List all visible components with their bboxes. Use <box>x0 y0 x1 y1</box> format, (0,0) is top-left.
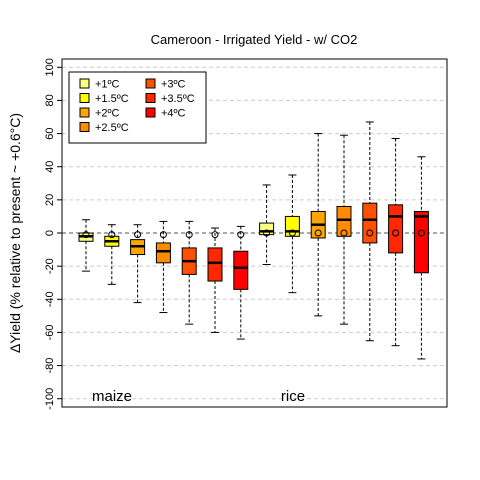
mean-marker <box>134 231 142 239</box>
legend-swatch <box>79 78 90 89</box>
legend: +1ºC +1.5ºC +2ºC +2.5ºC +3ºC +3.5ºC +4ºC <box>68 71 207 144</box>
box-body <box>336 205 352 237</box>
y-tick-label: 80 <box>44 94 56 106</box>
legend-label: +3ºC <box>161 79 186 91</box>
mean-marker <box>185 231 193 239</box>
box-body <box>207 247 223 282</box>
mean-marker <box>392 229 400 237</box>
box-rice-4 <box>336 134 352 325</box>
legend-swatch <box>79 122 90 132</box>
y-tick-label: -80 <box>44 358 56 374</box>
y-tick-label: -20 <box>44 258 56 274</box>
group-label-maize: maize <box>92 388 132 405</box>
mean-marker <box>340 229 348 237</box>
box-body <box>362 202 378 244</box>
y-tick-label: 20 <box>44 194 56 206</box>
y-tick-label: -40 <box>44 291 56 307</box>
legend-item: +3ºC <box>145 78 186 91</box>
legend-item: +1ºC <box>79 78 120 91</box>
legend-box <box>68 71 207 144</box>
legend-label: +4ºC <box>161 108 186 120</box>
y-axis: -100 -80 -60 -40 -20 0 20 40 60 80 100 <box>44 58 62 410</box>
legend-label: +2ºC <box>95 108 120 120</box>
box-body <box>155 242 171 264</box>
legend-swatch <box>145 107 156 118</box>
y-tick-label: -60 <box>44 324 56 340</box>
legend-swatch <box>145 78 156 89</box>
legend-item: +1.5ºC <box>79 93 129 105</box>
legend-item: +2.5ºC <box>79 122 129 134</box>
mean-marker <box>159 231 167 239</box>
y-tick-label: 60 <box>44 127 56 139</box>
mean-marker <box>211 231 219 239</box>
box-body <box>388 204 404 254</box>
legend-label: +1ºC <box>95 79 120 91</box>
legend-item: +3.5ºC <box>145 93 195 105</box>
legend-label: +2.5ºC <box>95 122 129 134</box>
mean-marker <box>288 229 296 237</box>
box-rice-5 <box>362 121 378 342</box>
box-rice-3 <box>310 133 326 317</box>
box-rice-6 <box>388 138 404 347</box>
boxes <box>78 121 429 360</box>
chart-title: Cameroon - Irrigated Yield - w/ CO2 <box>151 32 358 47</box>
box-maize-3 <box>130 224 146 304</box>
box-maize-2 <box>104 224 120 285</box>
box-body <box>413 210 429 274</box>
y-tick-label: 100 <box>44 58 56 76</box>
legend-swatch <box>79 93 90 103</box>
mean-marker <box>263 229 271 237</box>
legend-swatch <box>145 93 156 103</box>
y-tick-label: 40 <box>44 161 56 173</box>
box-body <box>233 250 249 290</box>
mean-marker <box>366 229 374 237</box>
y-tick-label: 0 <box>44 230 56 236</box>
mean-marker <box>82 231 90 239</box>
legend-label: +3.5ºC <box>161 93 195 105</box>
y-axis-label: ΔYield (% relative to present ~ +0.6°C) <box>7 113 23 353</box>
box-rice-7 <box>413 156 429 360</box>
box-maize-7 <box>233 225 249 340</box>
group-label-rice: rice <box>281 388 305 405</box>
box-body <box>284 215 300 237</box>
legend-item: +2ºC <box>79 107 120 120</box>
mean-marker <box>417 229 425 237</box>
legend-label: +1.5ºC <box>95 93 129 105</box>
legend-item: +4ºC <box>145 107 186 120</box>
box-maize-4 <box>155 220 171 314</box>
mean-marker <box>237 231 245 239</box>
box-maize-1 <box>78 219 94 272</box>
mean-marker <box>314 229 322 237</box>
box-rice-1 <box>259 184 275 265</box>
box-maize-5 <box>181 220 197 325</box>
mean-marker <box>108 231 116 239</box>
legend-swatch <box>79 107 90 118</box>
group-labels: maize rice <box>92 388 305 405</box>
box-body <box>259 222 275 236</box>
box-rice-2 <box>284 174 300 294</box>
box-maize-6 <box>207 227 223 333</box>
y-tick-label: -100 <box>44 388 56 410</box>
